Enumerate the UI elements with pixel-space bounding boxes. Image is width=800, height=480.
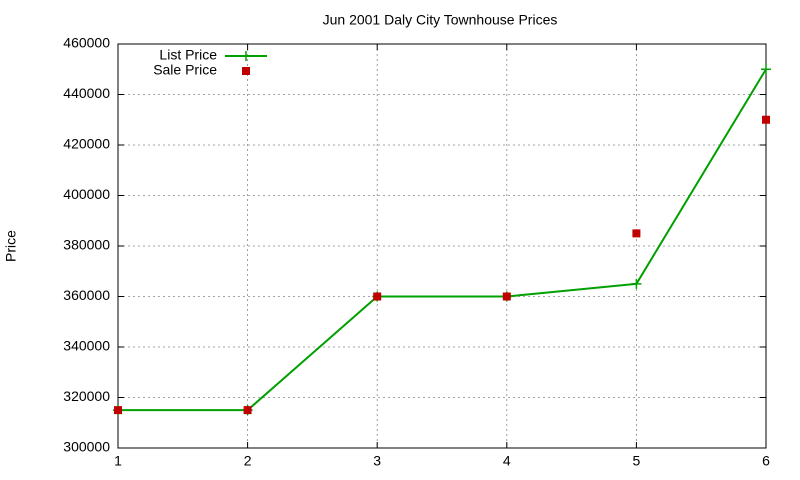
legend-label: Sale Price [153, 62, 217, 78]
series-line [118, 68, 767, 412]
x-tick-label: 1 [114, 453, 122, 469]
marker [761, 64, 771, 75]
x-tick-label: 3 [373, 453, 381, 469]
marker [243, 406, 252, 415]
chart-title: Jun 2001 Daly City Townhouse Prices [323, 12, 558, 28]
y-tick-label: 440000 [63, 85, 110, 101]
x-tick-label: 4 [503, 453, 511, 469]
x-tick-label: 6 [762, 453, 770, 469]
marker [373, 292, 382, 301]
legend-label: List Price [159, 47, 217, 63]
marker [502, 292, 511, 301]
plot-frame [117, 43, 767, 449]
y-tick-label: 380000 [63, 237, 110, 253]
y-tick-label: 360000 [63, 287, 110, 303]
legend-marker [241, 51, 251, 61]
legend-marker [242, 67, 250, 75]
y-tick-label: 460000 [63, 35, 110, 51]
x-tick-label: 2 [244, 453, 252, 469]
y-tick-label: 400000 [63, 186, 110, 202]
y-tick-label: 420000 [63, 136, 110, 152]
y-tick-label: 320000 [63, 388, 110, 404]
marker [631, 278, 642, 289]
x-tick-label: 5 [633, 453, 641, 469]
y-tick-label: 340000 [63, 338, 110, 354]
y-tick-label: 300000 [63, 439, 110, 455]
marker [632, 229, 641, 238]
y-axis-label: Price [3, 230, 19, 262]
marker [114, 406, 122, 415]
marker [762, 115, 770, 124]
